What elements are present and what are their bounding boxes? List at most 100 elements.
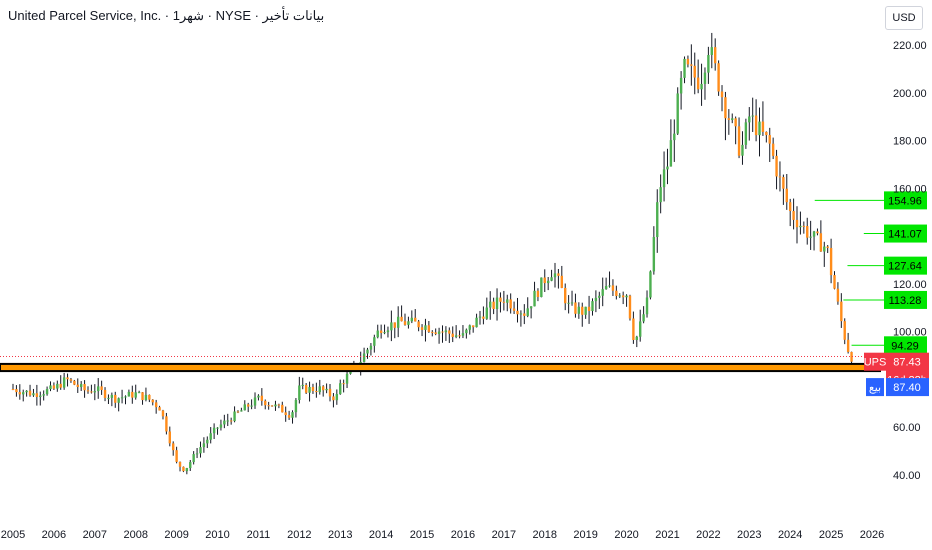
x-tick-label: 2011 — [247, 529, 271, 541]
candle-body — [587, 306, 591, 312]
candle — [294, 398, 298, 418]
candle-body — [669, 140, 673, 167]
currency-button[interactable]: USD — [885, 6, 923, 30]
candle — [519, 310, 523, 327]
candle — [846, 332, 850, 354]
candle-body — [761, 121, 765, 132]
candle-body — [25, 390, 28, 393]
candle — [158, 405, 161, 411]
candle — [342, 379, 345, 393]
candle-body — [345, 373, 349, 384]
candle-body — [444, 330, 448, 333]
candle-body — [782, 177, 785, 189]
candle-body — [192, 454, 195, 463]
candle-body — [683, 58, 686, 78]
candle — [816, 228, 819, 236]
candle — [802, 221, 806, 234]
candle-body — [410, 317, 414, 322]
candle-body — [768, 135, 771, 144]
candle-body — [618, 295, 621, 297]
candle — [206, 436, 209, 449]
candle-body — [32, 393, 35, 396]
candle-body — [437, 331, 441, 334]
candle — [420, 324, 424, 337]
candle — [448, 327, 451, 343]
candle — [543, 269, 546, 292]
candle — [56, 380, 59, 392]
candle — [161, 409, 165, 420]
candle-body — [560, 275, 564, 288]
candle-body — [66, 377, 69, 380]
candle-body — [475, 317, 478, 328]
y-tick-label: 60.00 — [893, 422, 921, 434]
candle — [386, 326, 390, 338]
candle-body — [540, 277, 543, 298]
candle — [676, 87, 679, 135]
candle-body — [114, 394, 117, 403]
candle — [795, 206, 799, 244]
candle — [168, 426, 172, 447]
candle-body — [301, 384, 304, 386]
candle — [673, 119, 676, 162]
level-94.29: 94.29 — [851, 336, 927, 355]
candle — [690, 44, 693, 86]
candle — [229, 417, 233, 425]
y-tick-label: 40.00 — [893, 470, 921, 482]
candle-body — [523, 313, 526, 316]
candle — [199, 441, 202, 458]
candle-body — [22, 392, 25, 395]
candle — [669, 119, 673, 167]
candle-body — [744, 122, 748, 145]
x-tick-label: 2020 — [614, 529, 638, 541]
candle — [318, 379, 321, 395]
candle-body — [649, 271, 652, 298]
level-141.07: 141.07 — [863, 224, 927, 243]
candle — [407, 316, 410, 329]
sell-price-tag[interactable]: بيع 87.40 — [866, 378, 929, 397]
level-label: 141.07 — [888, 229, 922, 241]
candle — [45, 386, 49, 396]
candle — [414, 309, 417, 322]
candle — [693, 52, 696, 95]
candle — [546, 277, 550, 291]
candle — [598, 291, 601, 309]
y-axis-ticks: 220.00 200.00 180.00 160.00 120.00 100.00 60.0… — [893, 40, 927, 482]
chart-title: United Parcel Service, Inc. · 1شهر · NYS… — [8, 8, 325, 23]
candle-body — [802, 225, 806, 227]
candle-body — [315, 391, 318, 393]
candle — [734, 116, 737, 145]
candle-body — [557, 273, 560, 276]
candle — [240, 407, 243, 412]
candle — [461, 325, 465, 339]
candle — [642, 306, 645, 324]
candle-body — [632, 318, 635, 341]
candle-body — [611, 285, 615, 291]
candle-body — [321, 386, 325, 391]
candle-body — [806, 226, 809, 238]
candle-body — [734, 118, 737, 127]
candle-body — [666, 166, 669, 170]
candle — [471, 325, 475, 333]
candle-body — [202, 443, 206, 448]
candle-body — [28, 390, 32, 396]
candle-body — [492, 301, 495, 309]
candle-body — [274, 404, 277, 407]
candle — [185, 467, 189, 475]
candle — [410, 310, 414, 324]
candle — [86, 386, 90, 394]
candle-body — [564, 287, 567, 304]
candle-body — [635, 336, 638, 341]
candle-body — [199, 447, 202, 454]
candle-body — [720, 91, 724, 98]
candle-body — [257, 395, 260, 398]
candle — [202, 437, 206, 453]
candle — [148, 394, 151, 403]
candle — [417, 319, 420, 332]
candle-body — [836, 288, 840, 302]
candle — [90, 384, 93, 394]
y-tick-label: 160.00 — [893, 183, 927, 195]
candle-body — [161, 410, 165, 417]
candle-body — [209, 433, 212, 440]
